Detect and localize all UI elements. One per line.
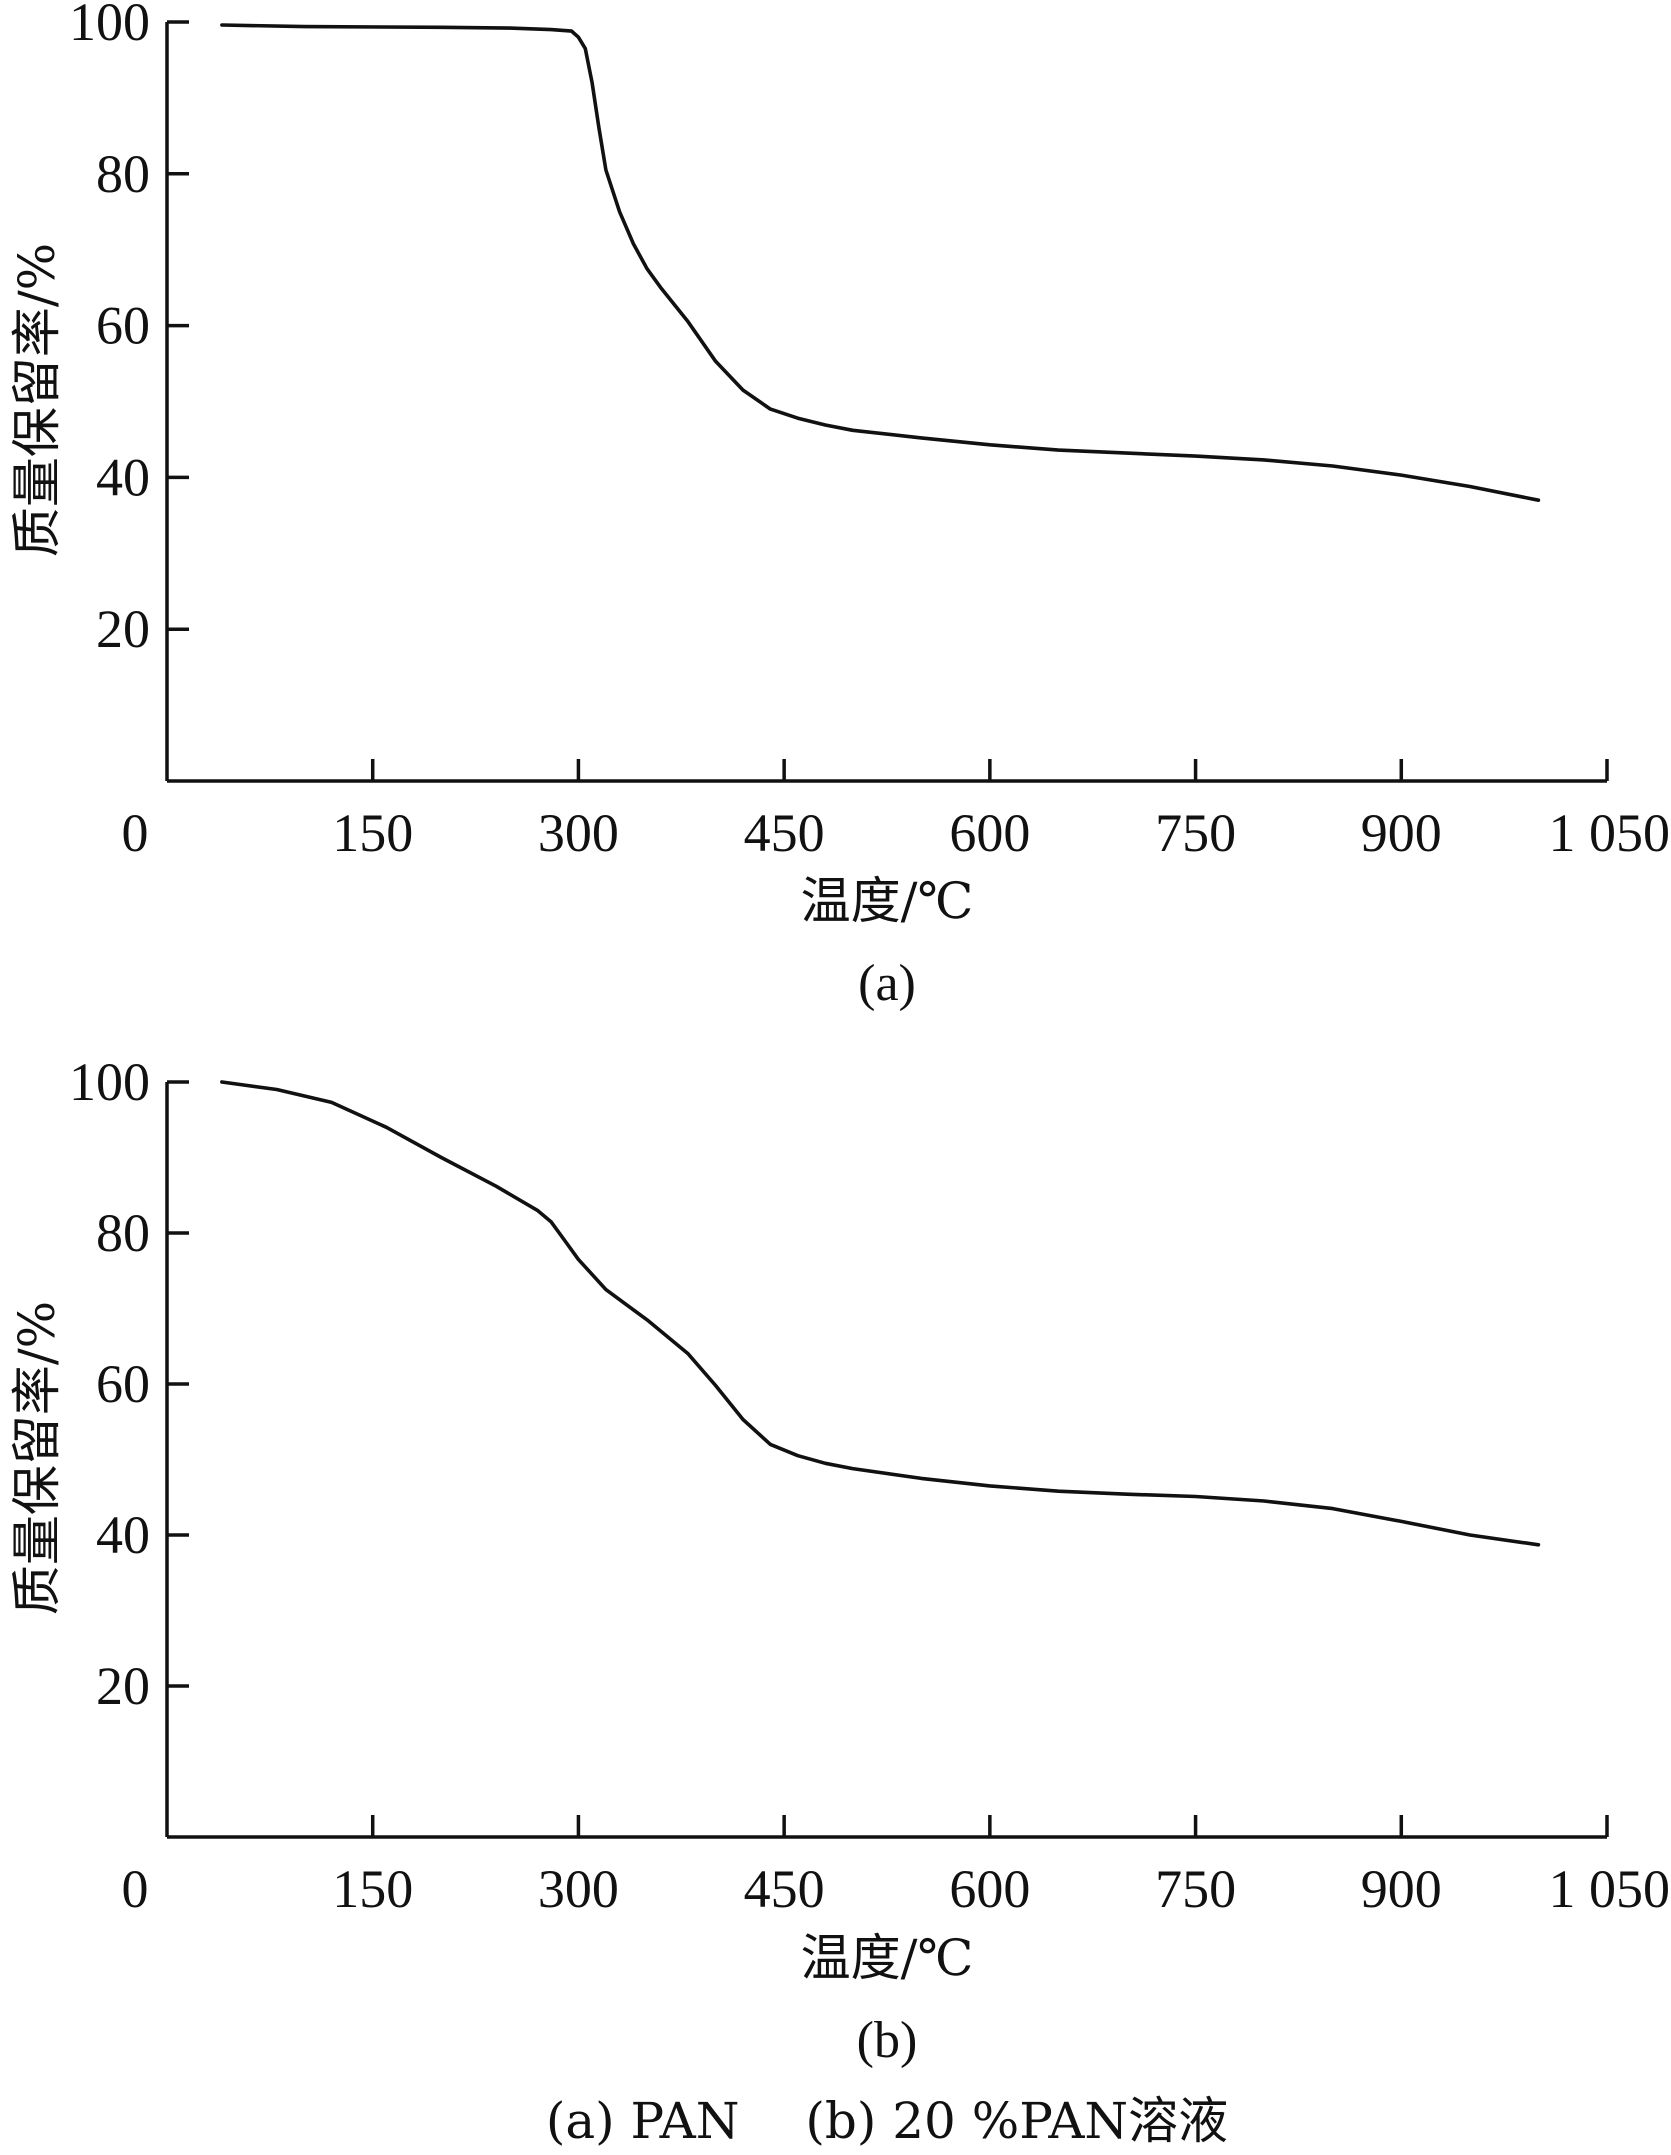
y-tick-label: 40 [96,1505,150,1565]
mass-retention-curve-b [220,1080,1541,1547]
chart-panel-a: 0 150 300 450 600 750 900 1 050 20 40 60 80 100 质量保留… [8,0,1670,1012]
y-tick-label: 100 [69,0,150,52]
x-tick-label: 1 050 [1549,1859,1671,1919]
y-axis-title-a: 质量保留率/% [8,243,66,557]
y-tick-label: 80 [96,1203,150,1263]
tick-labels-b: 0 150 300 450 600 750 900 1 050 20 40 60 80 100 [69,1052,1670,1919]
x-tick-label: 900 [1361,1859,1442,1919]
x-tick-label: 150 [332,1859,413,1919]
x-tick-label: 150 [332,803,413,863]
x-tick-label: 0 [122,1859,149,1919]
x-tick-label: 0 [122,803,149,863]
x-tick-label: 750 [1155,1859,1236,1919]
y-tick-label: 20 [96,599,150,659]
x-axis-title-b: 温度/℃ [801,1929,974,1987]
y-tick-label: 20 [96,1656,150,1716]
panel-label-a: (a) [858,955,916,1012]
x-tick-label: 900 [1361,803,1442,863]
figure-caption: (a) PAN (b) 20 %PAN溶液 [546,2092,1228,2150]
x-tick-label: 300 [538,1859,619,1919]
x-tick-label: 1 050 [1549,803,1671,863]
mass-retention-curve-a [220,23,1541,502]
y-tick-label: 40 [96,447,150,507]
y-axis-title-b: 质量保留率/% [8,1301,66,1615]
x-tick-label: 300 [538,803,619,863]
ticks-a [167,20,1609,781]
y-tick-label: 80 [96,144,150,204]
x-tick-label: 600 [949,1859,1030,1919]
x-tick-label: 750 [1155,803,1236,863]
y-tick-label: 60 [96,296,150,356]
panel-label-b: (b) [857,2012,918,2069]
tick-labels-a: 0 150 300 450 600 750 900 1 050 20 40 60 80 100 [69,0,1670,863]
ticks-b [167,1080,1609,1837]
x-tick-label: 450 [744,1859,825,1919]
chart-panel-b: 0 150 300 450 600 750 900 1 050 20 40 60 80 100 质量保留… [8,1052,1670,2069]
y-tick-label: 60 [96,1354,150,1414]
y-tick-label: 100 [69,1052,150,1112]
x-axis-title-a: 温度/℃ [801,872,974,930]
x-tick-label: 600 [949,803,1030,863]
x-tick-label: 450 [744,803,825,863]
